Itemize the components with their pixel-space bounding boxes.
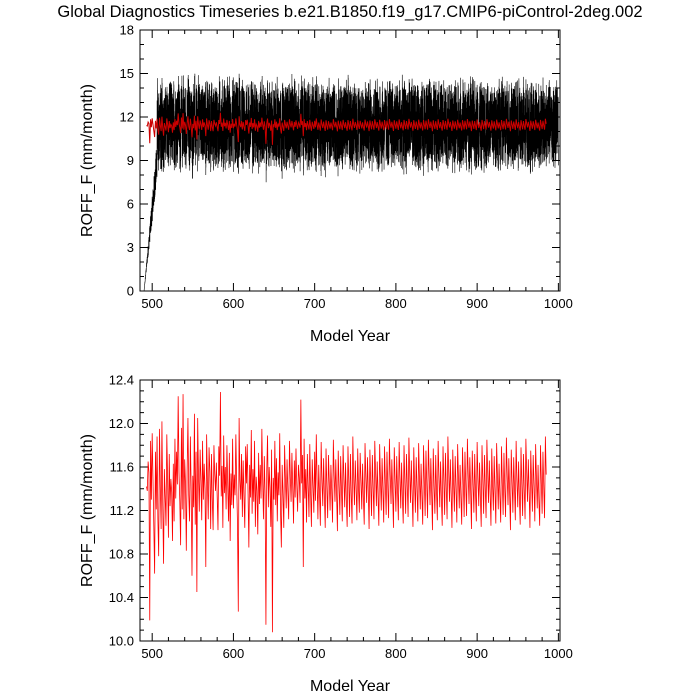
y-tick-label: 0 bbox=[127, 284, 134, 299]
x-tick-label: 1000 bbox=[544, 296, 573, 311]
y-tick-label: 11.6 bbox=[110, 460, 134, 475]
x-tick-label: 700 bbox=[304, 646, 326, 661]
x-tick-label: 500 bbox=[141, 296, 163, 311]
x-axis-label: Model Year bbox=[310, 678, 391, 695]
figure-title: Global Diagnostics Timeseries b.e21.B185… bbox=[57, 3, 642, 21]
bottom-chart-panel: 500 600 700 800 900 1000 10.0 10.4 10.8 11.2 11.6 1… bbox=[79, 373, 573, 696]
y-tick-label: 11.2 bbox=[110, 503, 134, 518]
y-tick-label: 15 bbox=[120, 66, 134, 81]
y-tick-label: 10.4 bbox=[109, 590, 134, 605]
x-tick-label: 700 bbox=[304, 296, 326, 311]
y-axis-label: ROFF_F (mm/month) bbox=[79, 84, 96, 237]
y-tick-label: 18 bbox=[120, 23, 134, 38]
y-tick-label: 12.0 bbox=[109, 416, 134, 431]
x-tick-label: 800 bbox=[385, 296, 407, 311]
top-chart-panel: 500 600 700 800 900 1000 0 3 6 9 12 15 18 Model Year R… bbox=[79, 23, 573, 346]
plot-frame bbox=[139, 379, 561, 642]
y-tick-label: 6 bbox=[127, 197, 134, 212]
x-axis-label: Model Year bbox=[310, 328, 391, 345]
y-tick-label: 12 bbox=[120, 110, 134, 125]
y-tick-label: 10.8 bbox=[109, 547, 134, 562]
x-tick-label: 600 bbox=[223, 646, 245, 661]
x-tick-label: 1000 bbox=[544, 646, 573, 661]
y-tick-label: 3 bbox=[127, 240, 134, 255]
y-tick-label: 10.0 bbox=[109, 634, 134, 649]
x-tick-label: 600 bbox=[223, 296, 245, 311]
series-line-monthly bbox=[143, 73, 559, 291]
x-tick-label: 900 bbox=[466, 646, 488, 661]
y-tick-label: 9 bbox=[127, 153, 134, 168]
x-tick-label: 900 bbox=[466, 296, 488, 311]
y-axis-label: ROFF_F (mm/month) bbox=[79, 434, 96, 587]
plot-frame bbox=[139, 29, 561, 292]
x-tick-label: 800 bbox=[385, 646, 407, 661]
x-tick-label: 500 bbox=[141, 646, 163, 661]
y-tick-label: 12.4 bbox=[109, 373, 134, 388]
series-line-annual bbox=[146, 112, 547, 145]
series-line-annual bbox=[146, 391, 547, 633]
